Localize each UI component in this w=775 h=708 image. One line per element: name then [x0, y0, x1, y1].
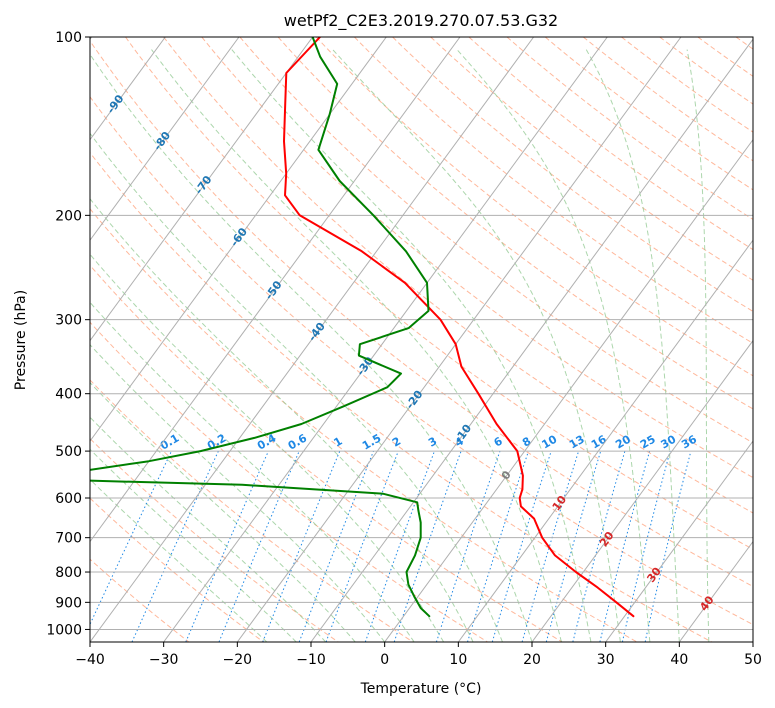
- isotherm-line: [90, 37, 166, 141]
- isotherm-line: [605, 440, 753, 642]
- isotherm-line: [90, 37, 387, 442]
- moist-adiabat: [686, 49, 710, 642]
- mixing-ratio-line: [621, 450, 671, 642]
- x-tick-label: 0: [380, 652, 389, 668]
- dry-adiabat: [582, 37, 753, 162]
- y-tick-label: 400: [55, 387, 82, 403]
- moist-adiabat: [90, 381, 356, 642]
- dry-adiabat: [506, 37, 753, 221]
- x-axis-label: Temperature (°C): [360, 681, 482, 697]
- x-tick-label: 40: [670, 652, 688, 668]
- y-tick-label: 100: [55, 30, 82, 46]
- moist-adiabat: [90, 301, 415, 642]
- y-axis-label: Pressure (hPa): [13, 290, 29, 390]
- mixing-ratio-line: [364, 450, 435, 642]
- mixing-ratio-line: [262, 450, 341, 642]
- isotherm-line: [384, 138, 753, 642]
- dry-adiabat: [90, 321, 488, 642]
- x-tick-label: 20: [523, 652, 541, 668]
- temperature-line: [283, 37, 635, 618]
- dewpoint-line: [90, 37, 431, 618]
- dry-adiabat: [239, 37, 753, 444]
- y-tick-label: 700: [55, 531, 82, 547]
- dry-adiabat: [90, 151, 712, 642]
- plot-frame: [89, 36, 754, 643]
- y-tick-label: 300: [55, 313, 82, 329]
- x-tick-label: −20: [223, 652, 253, 668]
- chart-title: wetPf2_C2E3.2019.270.07.53.G32: [284, 11, 558, 31]
- mixing-ratio-line: [325, 450, 399, 642]
- mixing-ratio-line: [435, 450, 501, 642]
- dry-adiabat: [430, 37, 753, 281]
- y-axis: 100 200 300 400 500 600 700 800 900 1000: [46, 30, 90, 638]
- x-tick-label: −40: [75, 652, 105, 668]
- dry-adiabat: [90, 437, 339, 642]
- isotherm-line: [90, 37, 535, 642]
- moist-adiabat: [231, 49, 592, 642]
- isotherm-line: [457, 239, 753, 642]
- y-tick-label: 800: [55, 565, 82, 581]
- x-tick-label: −30: [149, 652, 179, 668]
- isotherm-line: [90, 37, 314, 342]
- y-tick-label: 200: [55, 208, 82, 224]
- moist-adiabat: [90, 53, 533, 642]
- dry-adiabat: [315, 37, 753, 377]
- y-tick-label: 500: [55, 444, 82, 460]
- dry-adiabat: [354, 37, 753, 344]
- isotherm-line: [531, 339, 753, 642]
- y-tick-label: 900: [55, 595, 82, 611]
- mixing-ratio-line: [298, 450, 374, 642]
- dry-adiabat: [90, 208, 638, 642]
- x-tick-label: −10: [296, 652, 326, 668]
- moist-adiabat: [90, 448, 297, 642]
- dry-adiabat: [125, 37, 753, 550]
- isotherm-line: [90, 37, 240, 242]
- mixing-ratio-line: [545, 450, 602, 642]
- moist-adiabat: [151, 49, 562, 642]
- x-tick-label: 50: [744, 652, 762, 668]
- moist-adiabat: [90, 198, 474, 642]
- dry-adiabat: [90, 264, 563, 642]
- dry-adiabat: [90, 95, 753, 626]
- x-tick-label: 10: [449, 652, 467, 668]
- dry-adiabat: [90, 379, 414, 642]
- mixing-ratio-line: [467, 450, 529, 642]
- x-tick-label: 30: [597, 652, 615, 668]
- y-tick-label: 1000: [46, 622, 82, 638]
- dry-adiabat: [277, 37, 753, 410]
- profile-series: [90, 37, 635, 618]
- mixing-ratio-line: [521, 450, 580, 642]
- mixing-ratio-line: [185, 450, 269, 642]
- isotherm-line: [163, 37, 608, 642]
- moist-adiabat: [90, 478, 268, 642]
- dry-adiabat: [163, 37, 753, 514]
- mixing-ratio-line: [572, 450, 626, 642]
- moist-adiabat: [456, 49, 651, 642]
- isotherm-line: [236, 37, 682, 642]
- mixing-ratio-line: [218, 450, 300, 642]
- x-axis: −40 −30 −20 −10 0 10 20 30 40 50: [75, 642, 762, 668]
- moist-adiabat: [585, 49, 680, 642]
- moist-adiabat: [90, 416, 327, 642]
- y-tick-label: 600: [55, 491, 82, 507]
- moist-adiabat: [90, 132, 503, 642]
- isotherm-line: [310, 38, 753, 642]
- grid-lines: [90, 37, 753, 630]
- dry-adiabats: [90, 37, 753, 642]
- mixing-ratio-line: [599, 450, 651, 642]
